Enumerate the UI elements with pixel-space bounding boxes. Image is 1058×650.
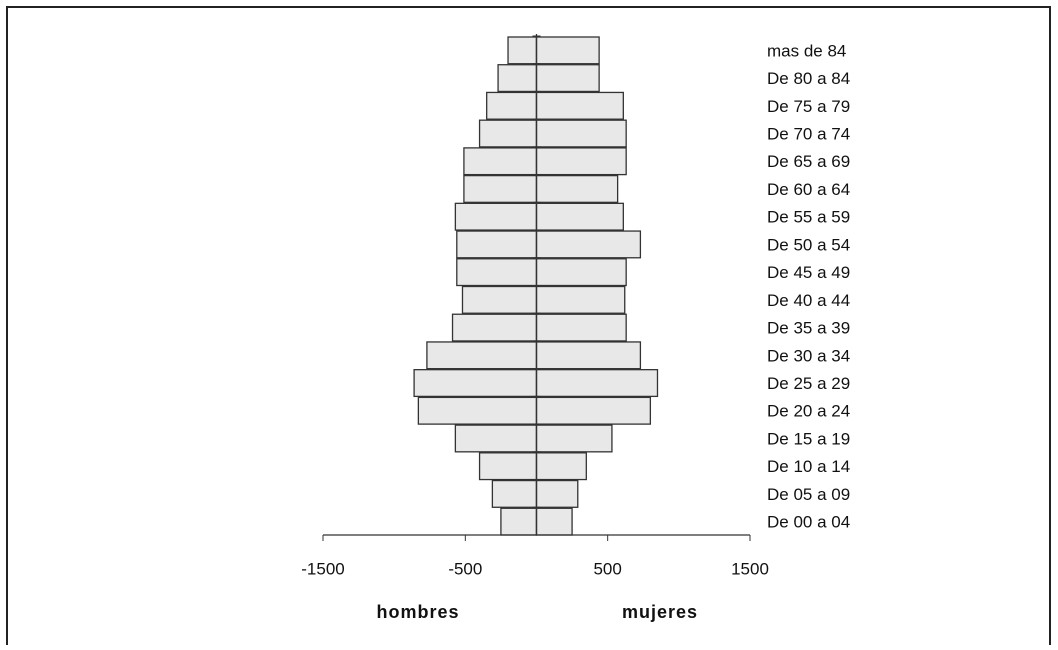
bar xyxy=(461,285,538,314)
x-tick-label: -1500 xyxy=(301,559,344,578)
bar xyxy=(535,91,624,120)
bar xyxy=(535,174,619,203)
bar xyxy=(535,369,659,398)
category-label: De 45 a 49 xyxy=(767,263,850,282)
bar xyxy=(463,174,538,203)
category-label: De 20 a 24 xyxy=(767,402,850,421)
bar xyxy=(413,369,538,398)
bar xyxy=(497,64,538,93)
bar xyxy=(507,36,538,65)
bar xyxy=(535,452,587,481)
legend-label: hombres xyxy=(376,602,459,622)
category-label: De 00 a 04 xyxy=(767,513,850,532)
bar xyxy=(426,341,538,370)
x-tick-label: -500 xyxy=(448,559,482,578)
bar xyxy=(454,202,538,231)
category-label: De 30 a 34 xyxy=(767,346,850,365)
category-label: De 25 a 29 xyxy=(767,374,850,393)
bar xyxy=(535,396,652,425)
category-label: De 40 a 44 xyxy=(767,291,850,310)
bar xyxy=(478,452,538,481)
category-label: De 05 a 09 xyxy=(767,485,850,504)
category-label: De 35 a 39 xyxy=(767,319,850,338)
category-label: De 80 a 84 xyxy=(767,69,850,88)
bar xyxy=(491,479,538,508)
category-label: De 15 a 19 xyxy=(767,429,850,448)
x-tick-label: 500 xyxy=(593,559,621,578)
category-label: De 75 a 79 xyxy=(767,97,850,116)
bar xyxy=(454,424,538,453)
bar xyxy=(535,230,642,259)
bar xyxy=(535,479,579,508)
bar xyxy=(535,285,626,314)
bar xyxy=(535,341,642,370)
bar xyxy=(456,258,538,287)
category-label: De 65 a 69 xyxy=(767,152,850,171)
category-label: De 60 a 64 xyxy=(767,180,850,199)
bar xyxy=(486,91,538,120)
bar xyxy=(417,396,538,425)
bar xyxy=(535,507,573,536)
bar xyxy=(535,119,627,148)
bar xyxy=(500,507,538,536)
bar xyxy=(535,258,627,287)
category-label: mas de 84 xyxy=(767,41,846,60)
bar xyxy=(535,202,624,231)
bar xyxy=(535,313,627,342)
bar xyxy=(478,119,538,148)
bar xyxy=(535,147,627,176)
category-label: De 70 a 74 xyxy=(767,125,850,144)
bar xyxy=(535,424,613,453)
bar xyxy=(535,36,600,65)
x-tick-label: 1500 xyxy=(731,559,769,578)
category-label: De 10 a 14 xyxy=(767,457,850,476)
bar xyxy=(463,147,538,176)
bar xyxy=(535,64,600,93)
category-label: De 55 a 59 xyxy=(767,208,850,227)
bar xyxy=(456,230,538,259)
legend-label: mujeres xyxy=(622,602,698,622)
bar xyxy=(451,313,538,342)
category-label: De 50 a 54 xyxy=(767,235,850,254)
